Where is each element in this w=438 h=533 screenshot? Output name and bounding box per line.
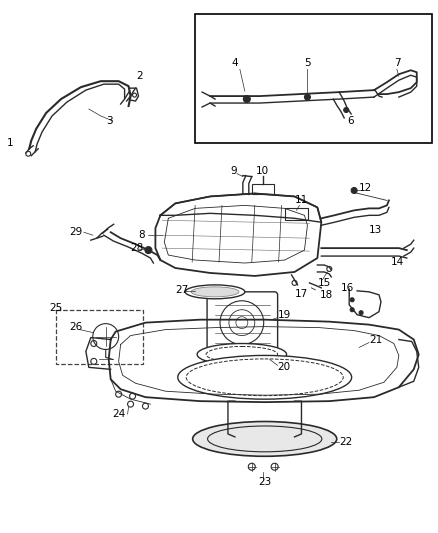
- Circle shape: [344, 108, 349, 112]
- Text: 21: 21: [369, 335, 382, 344]
- Text: 8: 8: [138, 230, 145, 240]
- Text: 6: 6: [347, 116, 354, 126]
- Text: 7: 7: [394, 58, 400, 68]
- Ellipse shape: [178, 356, 352, 399]
- Bar: [285, 208, 308, 220]
- Ellipse shape: [193, 422, 337, 456]
- Text: 19: 19: [278, 310, 291, 320]
- Text: 17: 17: [294, 289, 308, 299]
- Bar: [56, 310, 144, 365]
- Text: 14: 14: [391, 257, 404, 267]
- Circle shape: [359, 311, 363, 314]
- Text: 13: 13: [369, 225, 382, 235]
- Circle shape: [244, 95, 250, 102]
- Text: 20: 20: [278, 362, 291, 373]
- Ellipse shape: [208, 426, 322, 452]
- Text: 11: 11: [294, 196, 308, 205]
- Circle shape: [145, 247, 152, 254]
- Text: 25: 25: [49, 303, 62, 313]
- Text: 10: 10: [256, 166, 269, 175]
- Text: 15: 15: [318, 278, 331, 288]
- Text: 28: 28: [131, 243, 144, 253]
- FancyBboxPatch shape: [207, 292, 278, 352]
- Circle shape: [351, 188, 357, 193]
- Ellipse shape: [197, 343, 286, 365]
- Text: 1: 1: [7, 138, 13, 148]
- Ellipse shape: [186, 359, 343, 395]
- Text: 12: 12: [359, 183, 372, 193]
- Text: 9: 9: [230, 166, 237, 175]
- Text: 5: 5: [304, 58, 311, 68]
- Text: 4: 4: [232, 58, 239, 68]
- Text: 26: 26: [69, 321, 82, 332]
- Text: 16: 16: [341, 283, 354, 293]
- Text: 23: 23: [258, 477, 271, 487]
- Text: 2: 2: [137, 71, 143, 81]
- Text: 3: 3: [106, 116, 113, 126]
- Circle shape: [350, 308, 354, 312]
- Ellipse shape: [191, 287, 239, 297]
- Circle shape: [350, 298, 354, 302]
- Text: 27: 27: [175, 285, 188, 295]
- Circle shape: [304, 94, 311, 100]
- Ellipse shape: [185, 285, 245, 299]
- Bar: [252, 183, 274, 195]
- Bar: [195, 14, 431, 143]
- Text: 22: 22: [339, 437, 353, 447]
- Text: 29: 29: [69, 227, 82, 237]
- Text: 18: 18: [319, 290, 332, 300]
- Text: 24: 24: [113, 409, 126, 419]
- Ellipse shape: [206, 346, 278, 362]
